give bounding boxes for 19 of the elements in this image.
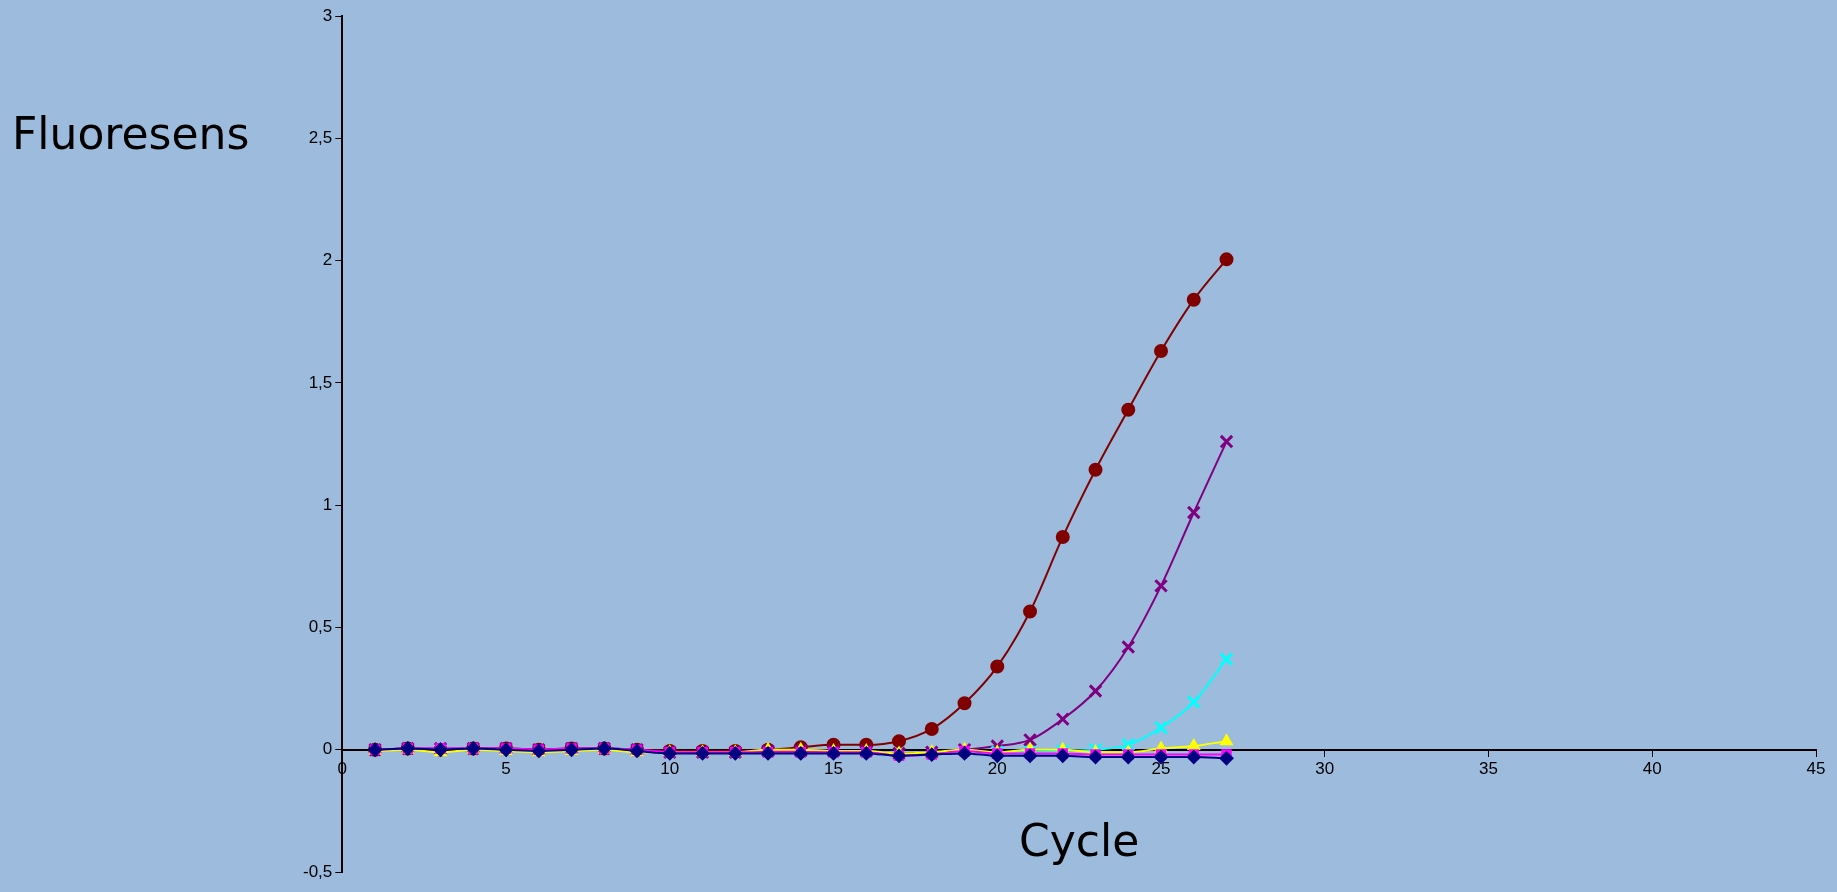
x-tick-label: 20: [987, 758, 1007, 778]
y-tick-label: 0: [322, 739, 333, 759]
x-tick-label: 40: [1642, 758, 1662, 778]
x-tick-label: 5: [501, 758, 511, 778]
x-axis-title: Cycle: [1019, 815, 1140, 867]
y-tick-label: 1: [322, 494, 333, 514]
y-tick-label: 2,5: [308, 127, 333, 147]
x-tick-label: 10: [660, 758, 680, 778]
x-tick-label: 30: [1315, 758, 1335, 778]
y-tick-label: 0,5: [308, 617, 333, 637]
x-tick-label: 35: [1479, 758, 1498, 778]
y-axis-title: Fluoresens: [12, 108, 250, 160]
y-tick-label: 1,5: [308, 372, 333, 392]
x-tick-label: 15: [824, 758, 843, 778]
y-tick-label: -0,5: [303, 861, 333, 881]
y-tick-label: 3: [322, 5, 333, 25]
y-tick-label: 2: [322, 250, 333, 270]
x-tick-label: 45: [1806, 758, 1826, 778]
x-tick-label: 25: [1151, 758, 1171, 778]
